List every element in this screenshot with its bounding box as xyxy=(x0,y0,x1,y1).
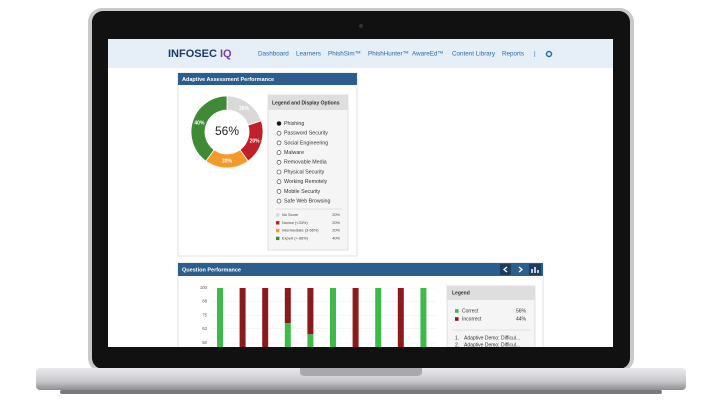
bar-segment xyxy=(330,288,336,347)
bar-segment xyxy=(239,288,246,347)
logo: INFOSEC IQ xyxy=(168,48,232,60)
score-pct: 20% xyxy=(332,228,340,233)
camera xyxy=(359,24,363,28)
panel-header xyxy=(178,263,543,276)
bar-segment xyxy=(307,334,314,347)
score-name: Novice (<33%) xyxy=(282,220,308,225)
base-foot xyxy=(60,390,662,394)
donut-label: 40% xyxy=(194,120,205,126)
donut-segment xyxy=(190,95,228,162)
nav-item[interactable]: | xyxy=(534,51,536,58)
bar-segment xyxy=(420,288,427,347)
bar-segment xyxy=(284,323,291,347)
bar-segment xyxy=(375,288,382,347)
bar-segment xyxy=(397,288,404,347)
panel-header xyxy=(178,73,357,85)
prev-icon xyxy=(502,266,508,273)
question-text[interactable]: Adaptive Demo: Difficul... xyxy=(464,335,520,341)
legend-header xyxy=(447,286,535,300)
donut-label: 20% xyxy=(239,106,250,112)
bar-segment xyxy=(352,288,359,347)
nav-item[interactable]: AwareEd™ xyxy=(412,51,444,58)
prev-button[interactable] xyxy=(500,264,511,275)
legend-pct: 56% xyxy=(516,308,527,314)
bar-segment xyxy=(284,288,291,324)
legend-pct: 44% xyxy=(516,316,527,322)
option-label[interactable]: Malware xyxy=(284,150,304,156)
top-nav xyxy=(108,39,613,68)
score-pct: 20% xyxy=(332,220,340,225)
logo-suffix: IQ xyxy=(220,48,232,60)
legend-swatch xyxy=(455,309,459,313)
radio[interactable] xyxy=(276,150,282,155)
base xyxy=(36,368,686,390)
y-tick-label: 63 xyxy=(202,326,207,331)
nav-item[interactable]: Dashboard xyxy=(258,51,289,58)
swatch xyxy=(276,236,280,241)
score-pct: 20% xyxy=(332,212,340,217)
next-icon[interactable] xyxy=(518,266,524,273)
y-tick-label: 88 xyxy=(202,298,207,303)
score-name: Intermediate (3-66%) xyxy=(282,228,319,233)
logo-brand: INFOSEC xyxy=(168,48,217,60)
bar-segment xyxy=(217,288,223,347)
legend-swatch xyxy=(455,317,459,321)
score-name: Expert (> 66%) xyxy=(282,235,309,240)
nav-item[interactable]: Content Library xyxy=(452,51,496,58)
bar-segment xyxy=(307,288,314,335)
notch xyxy=(300,368,422,376)
question-num: 1. xyxy=(455,335,459,341)
y-tick-label: 100 xyxy=(200,285,208,290)
settings-icon[interactable] xyxy=(545,50,553,58)
legend-name: Incorrect xyxy=(462,316,482,322)
option-label[interactable]: Social Engineering xyxy=(284,140,328,146)
radio[interactable] xyxy=(276,189,282,194)
score-name: No Score xyxy=(282,212,298,217)
option-label[interactable]: Mobile Security xyxy=(284,189,321,195)
radio[interactable] xyxy=(276,160,282,165)
y-tick-label: 75 xyxy=(202,313,207,318)
question-text[interactable]: Adaptive Demo: Difficul... xyxy=(464,342,520,348)
donut-label: 20% xyxy=(250,138,261,144)
donut-label: 20% xyxy=(222,158,233,164)
legend-box xyxy=(267,94,349,251)
radio[interactable] xyxy=(276,121,282,126)
legend-title: Legend and Display Options xyxy=(272,100,340,106)
option-label[interactable]: Working Remotely xyxy=(284,179,328,185)
radio[interactable] xyxy=(276,130,282,136)
radio[interactable] xyxy=(276,140,282,146)
panel-title: Question Performance xyxy=(182,267,241,273)
y-tick-label: 50 xyxy=(202,340,207,345)
swatch xyxy=(276,221,280,225)
radio[interactable] xyxy=(276,179,282,184)
donut-center: 56% xyxy=(215,124,239,138)
panel-title: Adaptive Assessment Performance xyxy=(182,77,274,83)
option-label[interactable]: Removable Media xyxy=(284,160,327,166)
option-label[interactable]: Safe Web Browsing xyxy=(284,199,330,205)
legend-header xyxy=(268,95,348,110)
swatch xyxy=(276,213,280,217)
chart-icon xyxy=(531,267,539,273)
option-label[interactable]: Password Security xyxy=(284,131,328,137)
question-num: 2. xyxy=(455,342,459,348)
radio[interactable] xyxy=(276,198,282,204)
nav-item[interactable]: Reports xyxy=(502,51,524,58)
nav-item[interactable]: PhishHunter™ xyxy=(368,51,409,58)
option-label[interactable]: Phishing xyxy=(284,121,304,127)
legend-title: Legend xyxy=(452,290,470,296)
bar-segment xyxy=(262,288,269,347)
option-label[interactable]: Physical Security xyxy=(284,169,325,175)
screen: INFOSEC IQ Adaptive Assessment Performan… xyxy=(108,39,613,348)
swatch xyxy=(276,228,280,233)
nav-item[interactable]: PhishSim™ xyxy=(328,51,361,58)
legend-name: Correct xyxy=(462,308,479,314)
nav-item[interactable]: Learners xyxy=(296,51,321,58)
score-pct: 40% xyxy=(332,235,340,240)
radio[interactable] xyxy=(276,169,282,175)
